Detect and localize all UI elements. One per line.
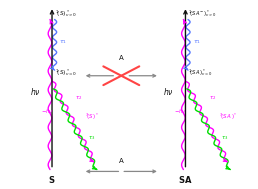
Text: $h\nu$: $h\nu$ xyxy=(30,86,41,97)
Text: A: A xyxy=(119,158,124,164)
Text: $^1\!(S)^*_{v=0}$: $^1\!(S)^*_{v=0}$ xyxy=(55,67,77,78)
Text: $\tau_1$: $\tau_1$ xyxy=(59,38,67,46)
Text: $^3\!(S)^*$: $^3\!(S)^*$ xyxy=(85,112,100,122)
Text: $\tau_2$: $\tau_2$ xyxy=(75,94,83,102)
Text: $^1\!(S)^*_{v>0}$: $^1\!(S)^*_{v>0}$ xyxy=(55,9,77,19)
Text: $^3\!(SA\,)^*$: $^3\!(SA\,)^*$ xyxy=(219,112,238,122)
Text: $\tau_1$: $\tau_1$ xyxy=(193,38,201,46)
Text: $-h\nu$: $-h\nu$ xyxy=(41,107,53,115)
Text: $\tau_3$: $\tau_3$ xyxy=(88,134,95,142)
Text: $^1\!(SA\,)^*_{v=0}$: $^1\!(SA\,)^*_{v=0}$ xyxy=(188,67,212,78)
Text: A: A xyxy=(119,55,124,61)
Text: $\mathbf{SA}$: $\mathbf{SA}$ xyxy=(178,174,193,184)
Text: $-h\nu$: $-h\nu$ xyxy=(174,107,187,115)
Text: $h\nu$: $h\nu$ xyxy=(163,86,174,97)
Text: $\mathbf{S}$: $\mathbf{S}$ xyxy=(48,174,56,184)
Text: $^1\!(SA^-)^*_{v>0}$: $^1\!(SA^-)^*_{v>0}$ xyxy=(188,9,217,19)
Text: $\tau_2$: $\tau_2$ xyxy=(208,94,216,102)
Text: $\tau_3$: $\tau_3$ xyxy=(221,134,229,142)
